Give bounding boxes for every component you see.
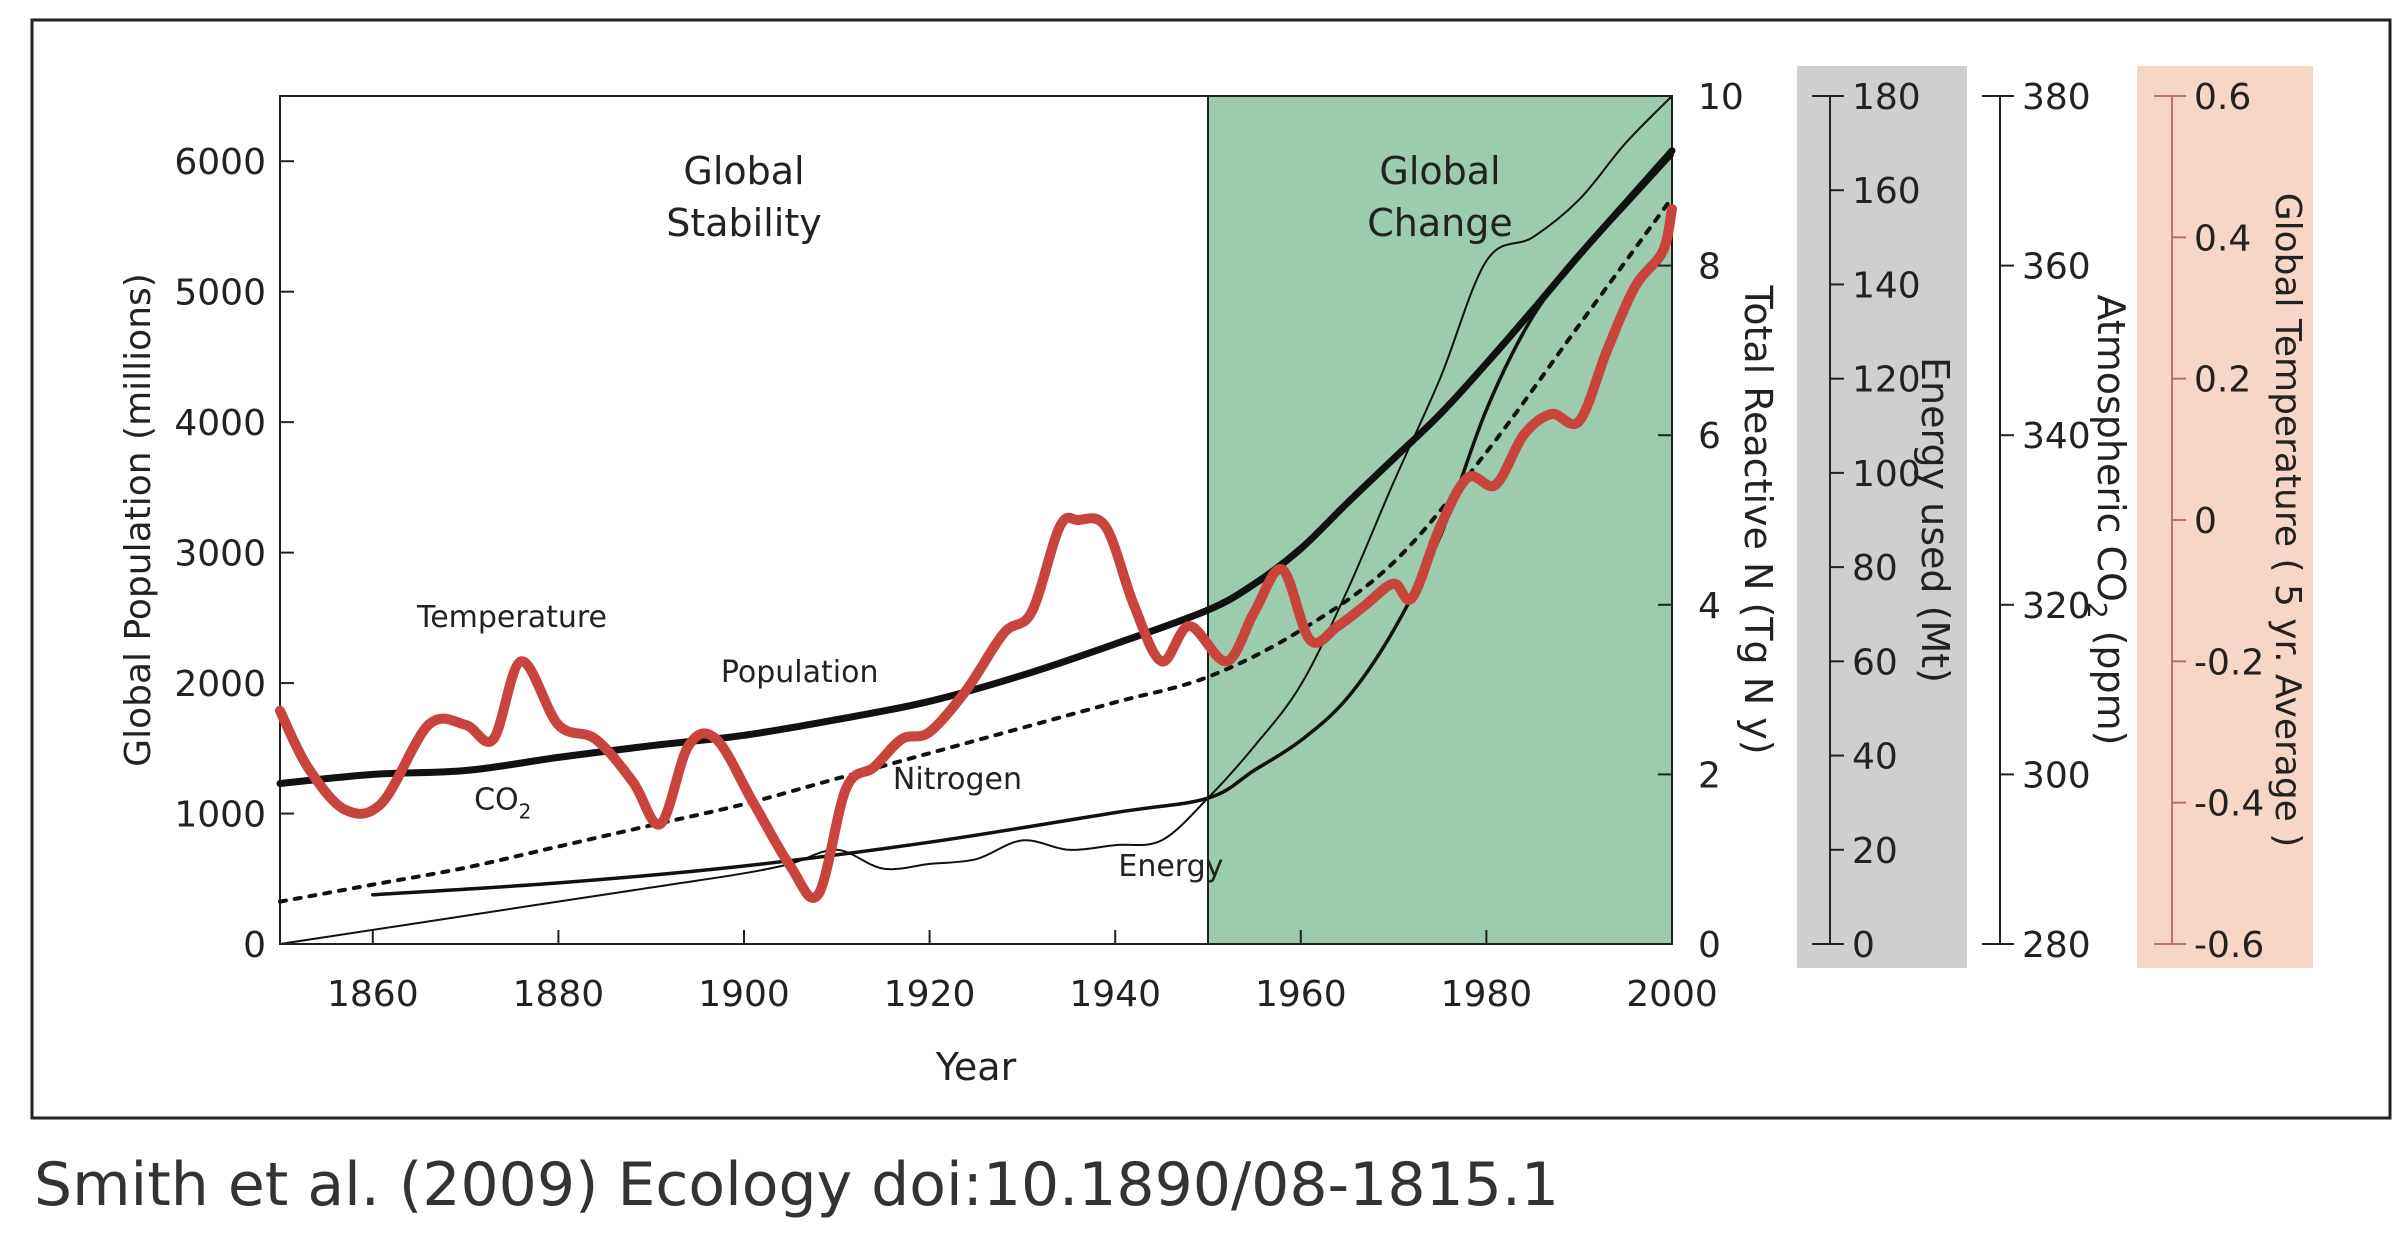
- co2-axis-label: Atmospheric CO2 (ppm): [2081, 294, 2133, 745]
- x-tick-label: 1920: [884, 974, 976, 1015]
- nitrogen-tick-label: 2: [1698, 755, 1721, 796]
- energy-tick-label: 60: [1852, 642, 1898, 683]
- energy-axis-band: [1797, 66, 1967, 968]
- plot-area-border: [279, 95, 1673, 945]
- series-line-co: [278, 195, 1674, 904]
- series-label-text: Population: [721, 655, 879, 690]
- region-label-line2: Change: [1367, 201, 1513, 245]
- energy-tick-label: 100: [1852, 454, 1921, 495]
- series-label-energy: Energy: [1118, 849, 1223, 884]
- energy-tick-label: 40: [1852, 737, 1898, 778]
- series-label-nitrogen: Nitrogen: [893, 762, 1022, 797]
- energy-tick-label: 80: [1852, 548, 1898, 589]
- temperature-tick-label: -0.6: [2194, 925, 2264, 966]
- nitrogen-tick-label: 8: [1698, 247, 1721, 288]
- energy-tick-label: 0: [1852, 925, 1875, 966]
- population-tick-label: 3000: [174, 534, 266, 575]
- temperature-tick-label: 0.2: [2194, 360, 2251, 401]
- x-tick-label: 1980: [1441, 974, 1533, 1015]
- x-tick-label: 2000: [1626, 974, 1718, 1015]
- co2-tick-label: 340: [2022, 416, 2091, 457]
- co2-tick-label: 300: [2022, 755, 2091, 796]
- nitrogen-tick-label: 4: [1698, 586, 1721, 627]
- series-line-nitrogen: [371, 153, 1674, 897]
- population-tick-label: 4000: [174, 403, 266, 444]
- temperature-tick-label: 0.4: [2194, 218, 2251, 259]
- temperature-axis-band: [2137, 66, 2313, 968]
- series-label-text: CO: [474, 783, 519, 818]
- nitrogen-tick-label: 6: [1698, 416, 1721, 457]
- co2-tick-label: 360: [2022, 247, 2091, 288]
- region-label-line2: Stability: [666, 201, 822, 245]
- temperature-tick-label: -0.4: [2194, 784, 2264, 825]
- co2-axis-label-main: Atmospheric CO: [2089, 294, 2133, 601]
- population-tick-label: 0: [243, 925, 266, 966]
- energy-tick-label: 140: [1852, 265, 1921, 306]
- co2-axis-label-subscript: 2: [2081, 602, 2111, 619]
- series-label-population: Population: [721, 655, 879, 690]
- temperature-tick-label: 0.6: [2194, 77, 2251, 118]
- x-tick-label: 1960: [1255, 974, 1347, 1015]
- series-line-temperature: [275, 204, 1677, 903]
- figure-caption: Smith et al. (2009) Ecology doi:10.1890/…: [34, 1150, 1560, 1220]
- temperature-tick-label: -0.2: [2194, 642, 2264, 683]
- series-label-text: Energy: [1118, 849, 1223, 884]
- energy-tick-label: 120: [1852, 360, 1921, 401]
- x-tick-label: 1860: [327, 974, 419, 1015]
- population-tick-label: 6000: [174, 142, 266, 183]
- energy-tick-label: 20: [1852, 831, 1898, 872]
- series-line-population: [276, 147, 1676, 787]
- region-label-line1: Global: [683, 149, 804, 193]
- co2-tick-label: 280: [2022, 925, 2091, 966]
- energy-tick-label: 160: [1852, 171, 1921, 212]
- series-line-energy: [279, 95, 1673, 945]
- co2-tick-label: 320: [2022, 586, 2091, 627]
- series-label-text: Nitrogen: [893, 762, 1022, 797]
- nitrogen-tick-label: 10: [1698, 77, 1744, 118]
- x-tick-label: 1880: [513, 974, 605, 1015]
- series-label-temperature: Temperature: [416, 600, 607, 635]
- x-axis-label: Year: [935, 1045, 1017, 1089]
- chart-figure: Global Stability Global Change 1860 1880 1900 1…: [30, 18, 2392, 1120]
- region-label-line1: Global: [1379, 149, 1500, 193]
- temperature-tick-label: 0: [2194, 501, 2217, 542]
- temperature-axis-label: Global Temperature ( 5 yr. Average ): [2267, 193, 2308, 848]
- series-label-text: Temperature: [416, 600, 607, 635]
- co2-axis-label-unit: (ppm): [2089, 619, 2133, 746]
- series-label-subscript: 2: [519, 800, 532, 824]
- population-tick-label: 1000: [174, 795, 266, 836]
- energy-tick-label: 180: [1852, 77, 1921, 118]
- x-tick-label: 1940: [1069, 974, 1161, 1015]
- population-tick-label: 5000: [174, 273, 266, 314]
- series-label-co: CO2: [474, 783, 531, 824]
- region-global-stability: [280, 96, 1208, 944]
- co2-tick-label: 380: [2022, 77, 2091, 118]
- population-tick-label: 2000: [174, 664, 266, 705]
- nitrogen-axis-label: Total Reactive N (Tg N y): [1736, 284, 1780, 754]
- x-tick-label: 1900: [698, 974, 790, 1015]
- energy-axis-label: Energy used (Mt): [1913, 357, 1957, 683]
- nitrogen-tick-label: 0: [1698, 925, 1721, 966]
- population-axis-label: Global Population (millions): [118, 273, 159, 767]
